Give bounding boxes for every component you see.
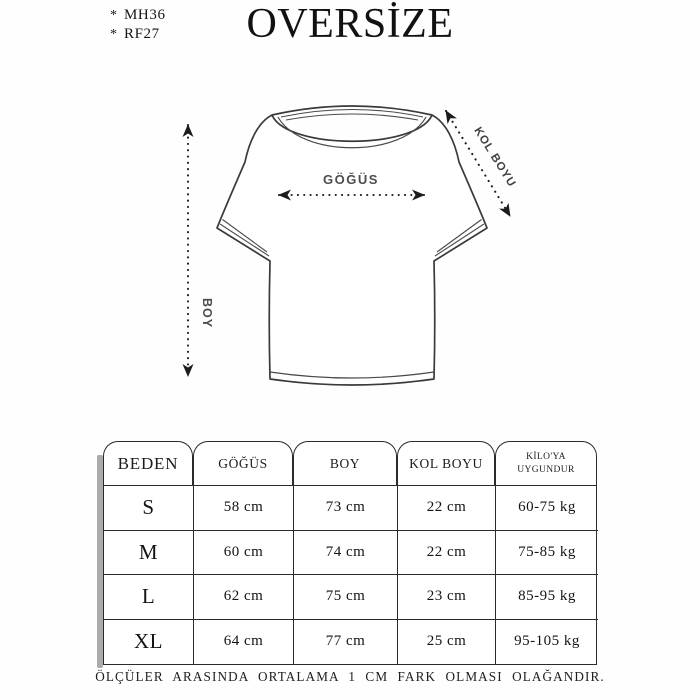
size-table-body: S 58 cm 73 cm 22 cm 60-75 kg M 60 cm 74 …	[103, 485, 598, 665]
table-cell-length: 73 cm	[294, 486, 398, 531]
tshirt-svg: BOY GÖĞÜS KOL BOYU	[182, 105, 518, 386]
left-cuff-stitch	[219, 219, 270, 257]
sleeve-label: KOL BOYU	[471, 125, 517, 189]
table-cell-weight: 95-105 kg	[514, 633, 580, 650]
table-cell-length: 74 cm	[294, 530, 398, 575]
tolerance-footnote: ÖLÇÜLER ARASINDA ORTALAMA 1 CM FARK OLMA…	[95, 669, 605, 684]
header-label: GÖĞÜS	[218, 455, 268, 471]
table-cell-chest: 58 cm	[194, 486, 294, 531]
table-cell-weight: 60-75 kg	[496, 486, 598, 531]
right-cuff-stitch	[434, 219, 485, 257]
header-tab-kiloya-uygundur: KİLO'YA UYGUNDUR	[495, 441, 597, 485]
bullet-asterisk: *	[110, 8, 118, 23]
hem-stitch	[269, 371, 435, 379]
collar-front-band	[277, 116, 427, 149]
collar-rib-line	[280, 108, 424, 118]
table-cell-chest: 64 cm	[194, 619, 294, 664]
table-cell-size: M	[104, 530, 194, 575]
length-label: BOY	[200, 298, 214, 328]
table-cell-sleeve: 25 cm	[398, 619, 496, 664]
table-cell-sleeve: 23 cm	[398, 575, 496, 620]
table-cell-chest: 60 cm	[194, 530, 294, 575]
header-tab-gogus: GÖĞÜS	[193, 441, 293, 485]
tshirt-diagram: BOY GÖĞÜS KOL BOYU	[155, 70, 545, 430]
bullet-asterisk: *	[110, 27, 118, 42]
table-cell-chest: 62 cm	[194, 575, 294, 620]
collar-back-arc	[271, 105, 433, 116]
header-tab-boy: BOY	[293, 441, 397, 485]
product-code: MH36	[124, 7, 166, 23]
table-cell-size: XL	[104, 619, 194, 664]
table-cell-size: L	[104, 575, 194, 620]
header-tab-kol-boyu: KOL BOYU	[397, 441, 495, 485]
chest-label: GÖĞÜS	[323, 172, 379, 187]
product-code-line: * RF27	[110, 25, 166, 44]
header-label: BOY	[329, 455, 361, 471]
header-tab-beden: BEDEN	[103, 441, 193, 485]
tshirt-outline	[216, 114, 488, 386]
product-code: RF27	[124, 26, 160, 42]
product-codes: * MH36 * RF27	[110, 6, 166, 44]
size-table: BEDEN GÖĞÜS BOY KOL BOYU KİLO'YA UYGUNDU…	[103, 441, 598, 665]
header-label: KOL BOYU	[409, 455, 483, 471]
header-label: KİLO'YA UYGUNDUR	[517, 452, 575, 475]
table-cell-size: S	[104, 486, 194, 531]
page-title: OVERSİZE	[246, 1, 454, 47]
table-cell-sleeve: 22 cm	[398, 530, 496, 575]
product-code-line: * MH36	[110, 6, 166, 25]
table-cell-weight: 85-95 kg	[496, 575, 598, 620]
photo-edge-artifact	[97, 455, 103, 668]
table-cell-length: 75 cm	[294, 575, 398, 620]
table-cell-sleeve: 22 cm	[398, 486, 496, 531]
table-cell-length: 77 cm	[294, 619, 398, 664]
header-label: BEDEN	[117, 453, 179, 473]
table-cell-weight: 75-85 kg	[496, 531, 598, 575]
size-table-header-row: BEDEN GÖĞÜS BOY KOL BOYU KİLO'YA UYGUNDU…	[103, 441, 597, 485]
collar-rib-line	[285, 113, 419, 121]
